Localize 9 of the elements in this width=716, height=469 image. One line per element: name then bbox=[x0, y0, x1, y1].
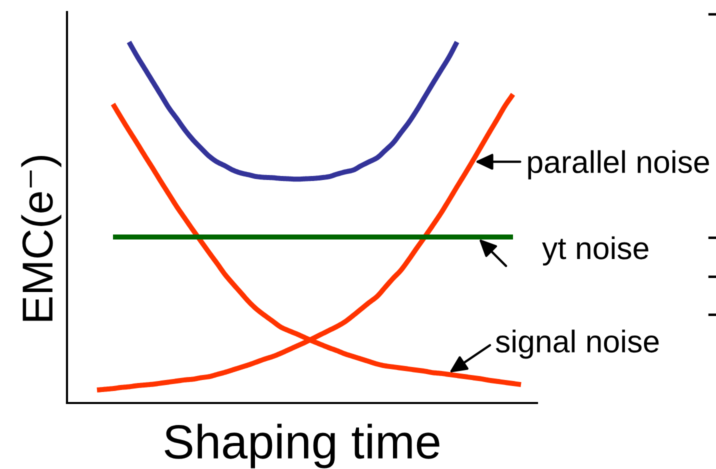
series-label: parallel noise bbox=[528, 150, 709, 180]
series-label: yt noise bbox=[542, 236, 648, 266]
text: - bbox=[708, 13, 716, 16]
series-label: signal noise bbox=[496, 330, 659, 359]
y-axis-title: EMC(e⁻) bbox=[21, 156, 62, 321]
text: - bbox=[708, 276, 716, 278]
x-axis-title: Shaping time bbox=[164, 424, 440, 468]
text: - bbox=[708, 236, 716, 239]
text: - bbox=[708, 314, 716, 316]
